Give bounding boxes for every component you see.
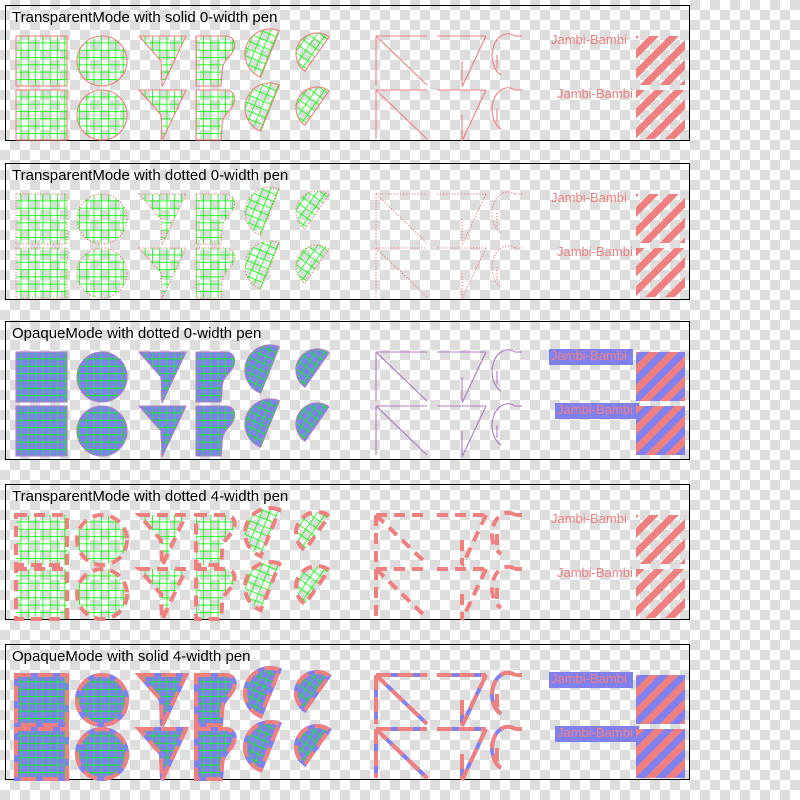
svg-text:Jambi-Bambi: Jambi-Bambi xyxy=(551,511,627,526)
svg-text:Jambi-Bambi: Jambi-Bambi xyxy=(557,244,633,259)
svg-text:Jambi-Bambi: Jambi-Bambi xyxy=(557,565,633,580)
svg-text:Jambi-Bambi: Jambi-Bambi xyxy=(551,190,627,205)
svg-text:Jambi-Bambi: Jambi-Bambi xyxy=(551,348,627,363)
svg-text:Jambi-Bambi: Jambi-Bambi xyxy=(551,32,627,47)
svg-text:Jambi-Bambi: Jambi-Bambi xyxy=(557,402,633,417)
svg-text:Jambi-Bambi: Jambi-Bambi xyxy=(557,86,633,101)
svg-text:Jambi-Bambi: Jambi-Bambi xyxy=(557,725,633,740)
svg-text:Jambi-Bambi: Jambi-Bambi xyxy=(551,671,627,686)
